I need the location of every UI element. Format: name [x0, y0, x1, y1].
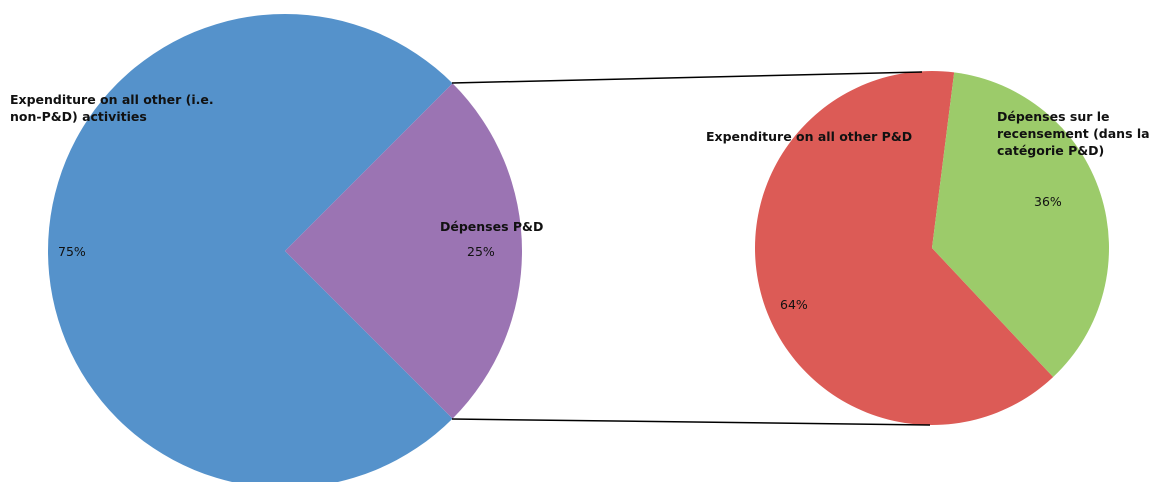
value-label: 36%	[1034, 194, 1062, 209]
pie-slice	[932, 72, 1110, 378]
value-label: 75%	[58, 244, 86, 259]
category-label: Dépenses P&D	[440, 219, 544, 234]
value-label: 64%	[780, 297, 808, 312]
pie-slice	[285, 83, 522, 419]
category-label: Expenditure on all other P&D	[706, 129, 913, 144]
category-label: Expenditure on all other (i.e. non-P&D) …	[10, 92, 214, 124]
connector-line	[451, 71, 923, 84]
connector-line	[451, 418, 931, 426]
category-label: Dépenses sur le recensement (dans la cat…	[997, 109, 1150, 158]
value-label: 25%	[467, 244, 495, 259]
pie-slice	[755, 71, 1054, 425]
pie-slice	[47, 14, 453, 482]
